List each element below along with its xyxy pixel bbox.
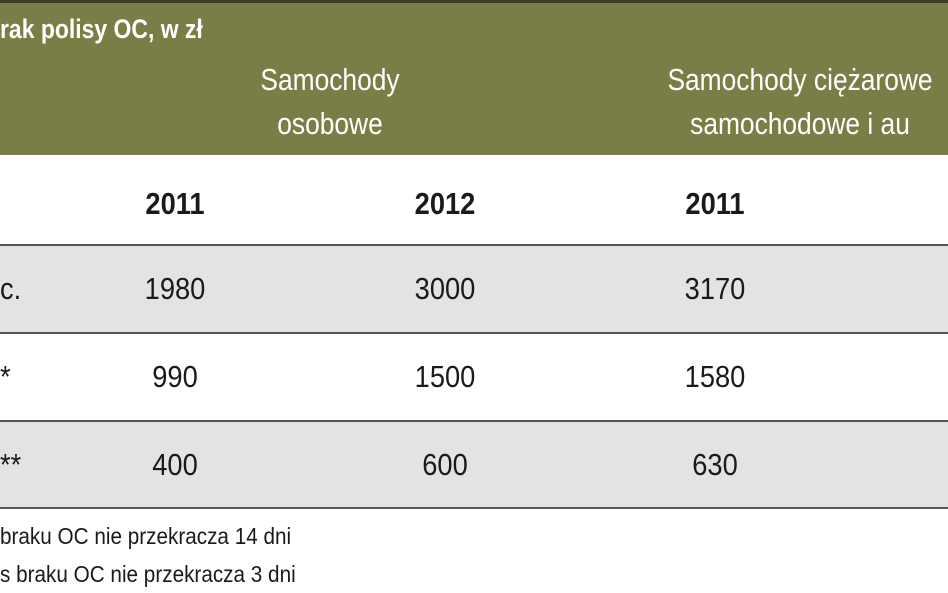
- header-band: [0, 0, 948, 155]
- column-header: Samochody: [260, 62, 400, 97]
- year-header: 2012: [414, 186, 476, 221]
- column-header: osobowe: [277, 106, 383, 141]
- year-header: 2011: [685, 186, 745, 221]
- row-band: [0, 421, 948, 508]
- cell-value: 1500: [414, 359, 476, 394]
- cell-value: 630: [692, 447, 738, 482]
- top-rule: [0, 0, 948, 3]
- year-header: 2011: [145, 186, 205, 221]
- cell-value: 990: [152, 359, 198, 394]
- cell-value: 3000: [414, 271, 476, 306]
- cell-value: 3170: [684, 271, 746, 306]
- row-label: *: [0, 359, 11, 394]
- footnote: s braku OC nie przekracza 3 dni: [0, 561, 296, 587]
- column-header: Samochody ciężarowe: [667, 62, 933, 97]
- row-band: [0, 245, 948, 332]
- cell-value: 600: [422, 447, 468, 482]
- row-rule: [0, 507, 948, 509]
- footnote: braku OC nie przekracza 14 dni: [0, 523, 292, 549]
- cell-value: 1980: [144, 271, 206, 306]
- row-label: **: [0, 447, 22, 482]
- cell-value: 400: [152, 447, 198, 482]
- row-label: c.: [0, 271, 22, 306]
- column-header: samochodowe i au: [690, 106, 910, 141]
- row-rule: [0, 244, 948, 246]
- title: rak polisy OC, w zł: [0, 14, 203, 44]
- row-rule: [0, 420, 948, 422]
- row-rule: [0, 332, 948, 334]
- cell-value: 1580: [684, 359, 746, 394]
